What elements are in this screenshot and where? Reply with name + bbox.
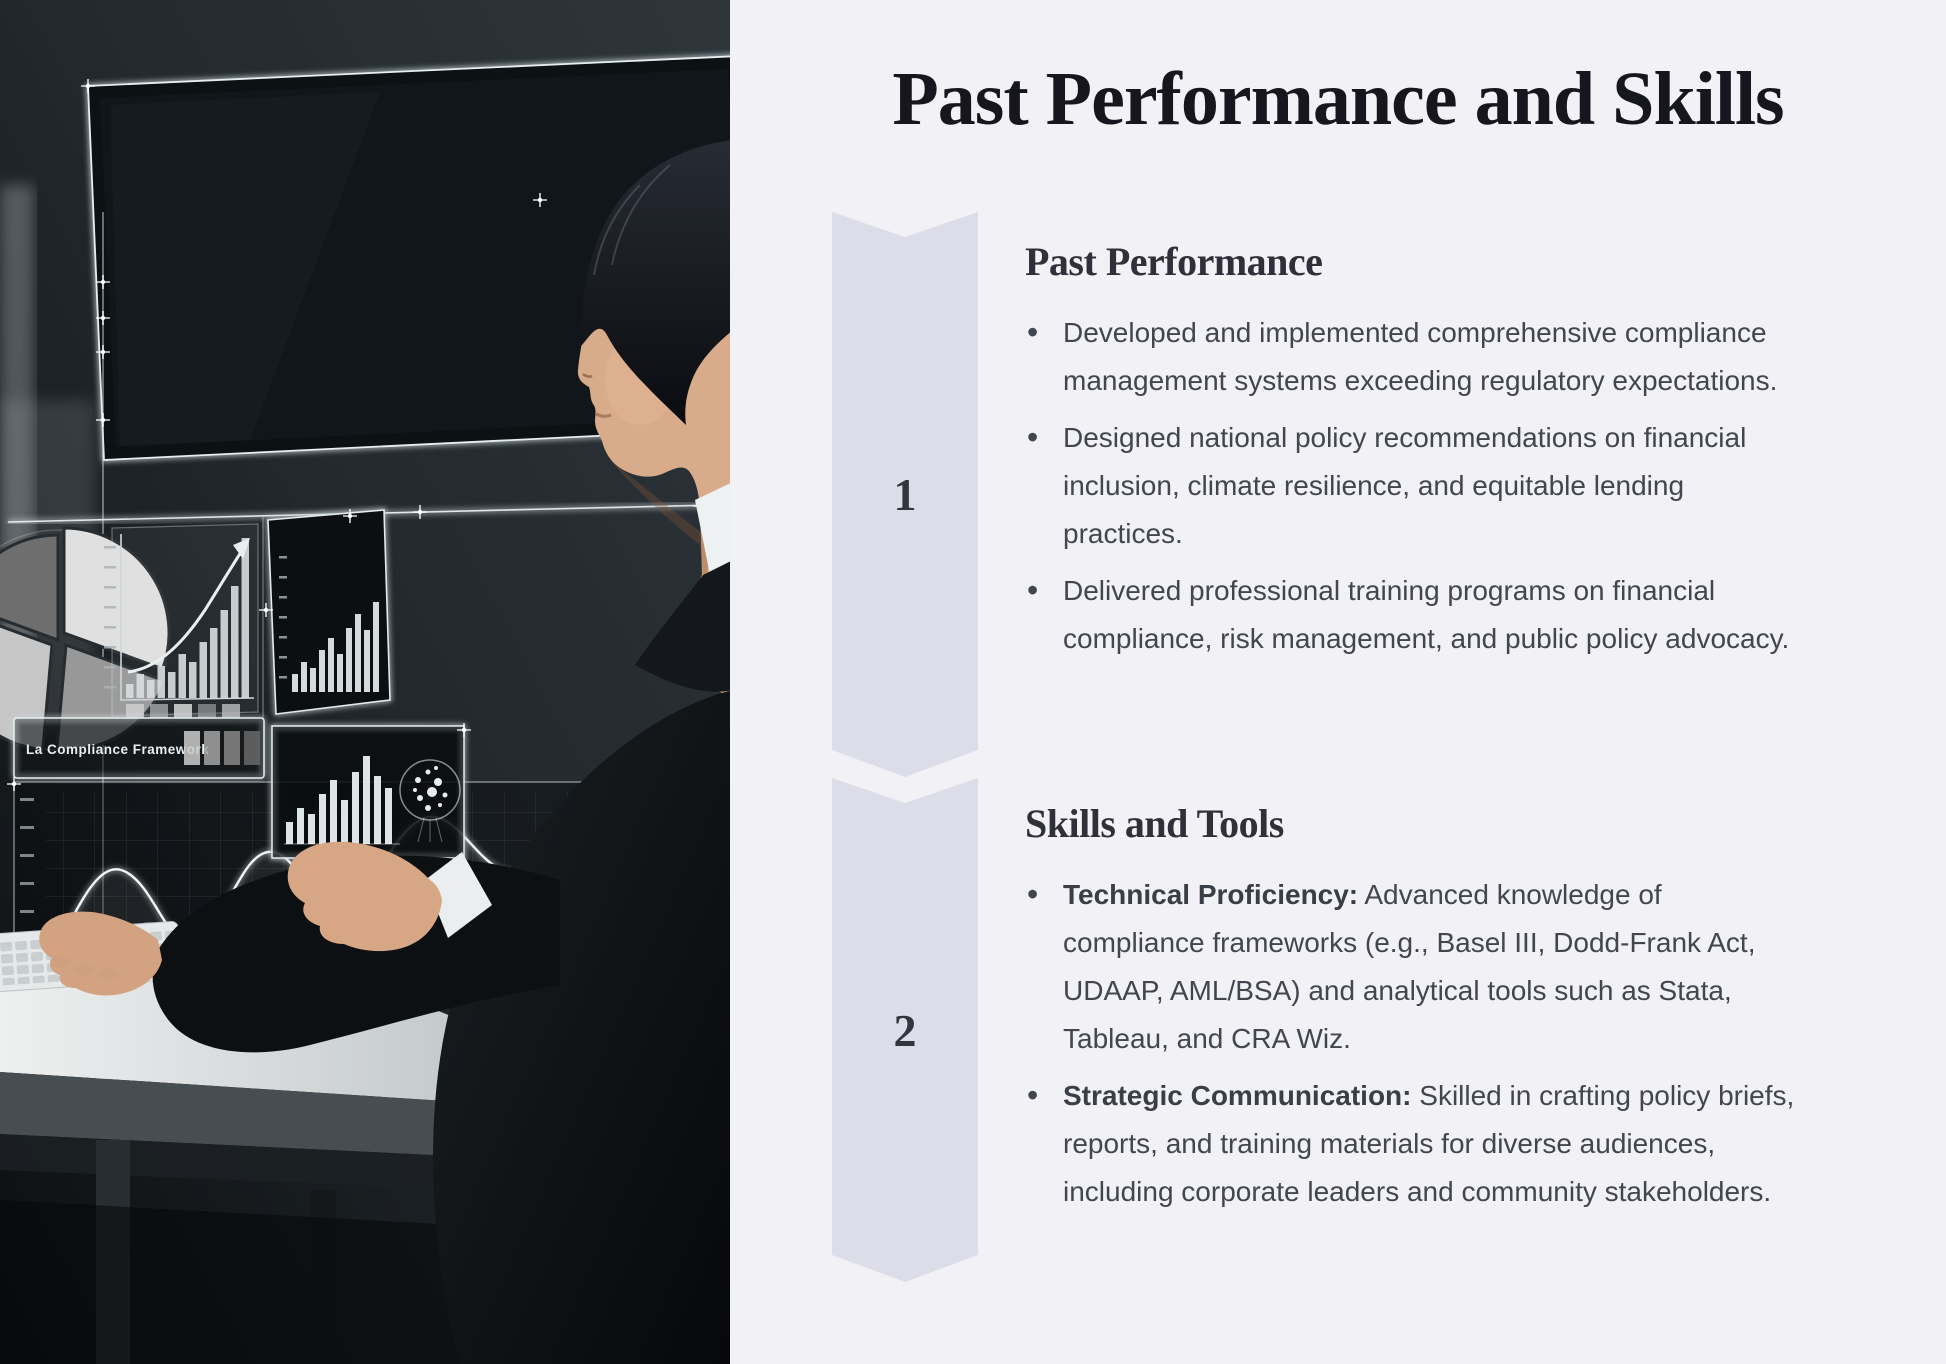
side-monitor-hologram: [266, 508, 392, 716]
bullet-list-2: Technical Proficiency: Advanced knowledg…: [1025, 870, 1795, 1216]
content-pane: Past Performance and Skills 1 2 Past Per…: [730, 0, 1946, 1364]
photo-pane: La Compliance Framework: [0, 0, 761, 1364]
bullet-item: Strategic Communication: Skilled in craf…: [1025, 1071, 1795, 1216]
bullet-item: Delivered professional training programs…: [1025, 566, 1795, 663]
section-past-performance: Past Performance Developed and implement…: [1025, 238, 1795, 672]
compliance-framework-label: La Compliance Framework: [12, 716, 266, 780]
bullet-item: Technical Proficiency: Advanced knowledg…: [1025, 870, 1795, 1063]
bullet-item: Designed national policy recommendations…: [1025, 413, 1795, 558]
section-heading-2: Skills and Tools: [1025, 801, 1284, 846]
step-number-1: 1: [893, 469, 917, 520]
bullet-item: Developed and implemented comprehensive …: [1025, 308, 1795, 405]
growth-chart-hologram: [104, 523, 259, 718]
step-number-2: 2: [893, 1004, 917, 1056]
woman-silhouette: [39, 140, 733, 1364]
step-banner-1: 1: [832, 212, 978, 777]
bullet-list-1: Developed and implemented comprehensive …: [1025, 308, 1795, 663]
slide-title: Past Performance and Skills: [892, 57, 1784, 141]
office-photo: La Compliance Framework: [0, 0, 761, 1364]
section-heading-1: Past Performance: [1025, 239, 1323, 284]
section-skills-tools: Skills and Tools Technical Proficiency: …: [1025, 800, 1795, 1225]
overlay-label-text: La Compliance Framework: [26, 742, 209, 757]
step-banner-2: 2: [832, 778, 978, 1282]
mini-dashboard-hologram: [270, 724, 466, 860]
